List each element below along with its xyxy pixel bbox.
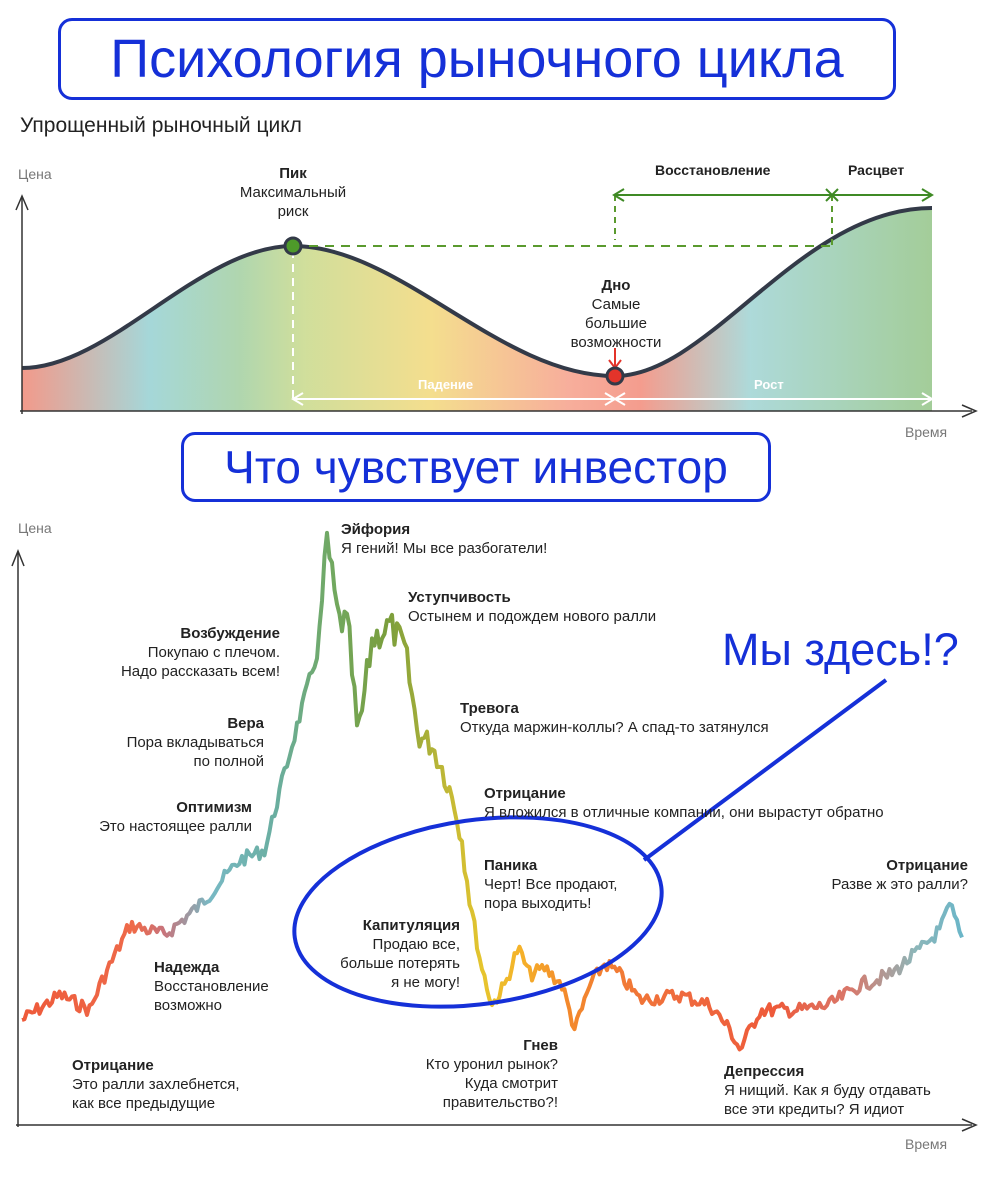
bottom-x-axis-label: Время xyxy=(905,1136,948,1152)
stage-capitulation: Капитуляция Продаю все, больше потерять я н… xyxy=(340,917,460,991)
bottom-label: Дно Самые большие возможности xyxy=(570,277,662,351)
stage-complacency: Уступчивость Остынем и подождем нового ра… xyxy=(408,589,657,625)
y-axis-bottom-arrow xyxy=(11,548,25,567)
stage-anxiety: Тревога Откуда маржин-коллы? А спад-то за… xyxy=(460,700,769,736)
y-axis-top-arrow xyxy=(15,194,29,211)
stage-hope: Надежда Восстановление возможно xyxy=(154,959,269,1014)
cycle-curve xyxy=(21,206,933,379)
highlight-ellipse xyxy=(292,815,664,1009)
peak-marker xyxy=(283,236,303,256)
x-axis-top-arrow xyxy=(961,404,978,418)
phase-arrow-mid xyxy=(825,188,839,202)
recovery-label: Восстановление xyxy=(655,162,771,178)
phase-arrow-right xyxy=(921,188,934,202)
stage-denial-1: Отрицание Это ралли захлебнется, как все п… xyxy=(72,1057,240,1112)
stage-excitement: Возбуждение Покупаю с плечом. Надо рассказ… xyxy=(120,625,280,680)
phase-arrow-left xyxy=(612,188,625,202)
main-title: Психология рыночного цикла xyxy=(58,18,896,100)
bottom-marker xyxy=(605,366,625,386)
bloom-label: Расцвет xyxy=(848,162,905,178)
fall-label: Падение xyxy=(418,377,474,392)
stage-belief: Вера Пора вкладываться по полной xyxy=(126,715,264,770)
growth-arrow-head xyxy=(613,392,934,406)
stage-panic: Паника Черт! Все продают, пора выходить! xyxy=(484,857,618,912)
stage-anger: Гнев Кто уронил рынок? Куда смотрит правите… xyxy=(425,1037,558,1111)
stage-depression: Депрессия Я нищий. Как я буду отдавать все… xyxy=(724,1063,931,1118)
annotation-pointer xyxy=(642,678,888,862)
stage-denial-2: Отрицание Я вложился в отличные компании,… xyxy=(484,785,884,821)
peak-label: Пик Максимальный риск xyxy=(239,165,347,220)
second-title: Что чувствует инвестор xyxy=(181,432,771,502)
x-axis-bottom-arrow xyxy=(961,1118,978,1132)
cycle-area xyxy=(22,208,932,411)
sentiment-price-line xyxy=(21,530,964,1052)
bottom-y-axis-label: Цена xyxy=(18,520,52,536)
subtitle: Упрощенный рыночный цикл xyxy=(20,114,302,137)
top-y-axis-label: Цена xyxy=(18,166,52,182)
stage-euphoria: Эйфория Я гений! Мы все разбогатели! xyxy=(341,521,548,557)
growth-label: Рост xyxy=(754,377,784,392)
stage-optimism: Оптимизм Это настоящее ралли xyxy=(99,799,252,835)
top-x-axis-label: Время xyxy=(905,424,948,440)
stage-denial-3: Отрицание Разве ж это ралли? xyxy=(831,857,968,893)
we-are-here-label: Мы здесь!? xyxy=(722,624,959,675)
